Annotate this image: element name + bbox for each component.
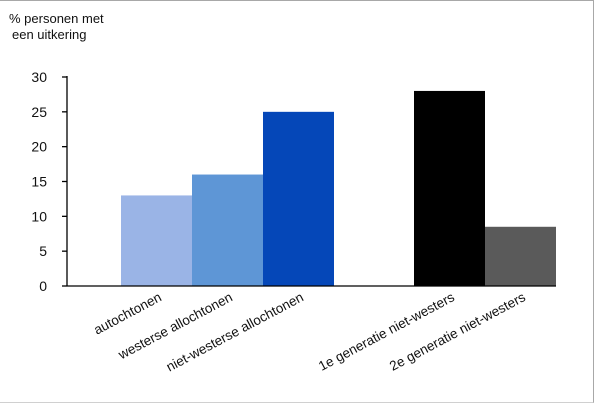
- y-ticks-layer: 0 5 10 15 20 25 30: [31, 69, 67, 294]
- x-tick-label-westerse-allochtonen: westerse allochtonen: [115, 289, 235, 362]
- y-tick-label-15: 15: [31, 174, 47, 190]
- y-tick-label-10: 10: [31, 208, 47, 224]
- bar-1e-generatie-niet-westers: [414, 90, 485, 286]
- bars-layer: [121, 90, 556, 286]
- y-tick-label-25: 25: [31, 104, 47, 120]
- y-tick-label-0: 0: [39, 278, 47, 294]
- y-tick-label-5: 5: [39, 243, 47, 259]
- bar-westerse-allochtonen: [192, 174, 263, 286]
- y-axis-label: % personen met een uitkering: [9, 11, 104, 43]
- y-tick-label-30: 30: [31, 69, 47, 85]
- y-axis-label-line-1: % personen met: [9, 11, 104, 26]
- bar-autochtonen: [121, 195, 192, 286]
- bar-niet-westerse-allochtonen: [263, 111, 334, 286]
- y-axis-label-line-2: een uitkering: [12, 27, 87, 42]
- y-tick-label-20: 20: [31, 139, 47, 155]
- x-tick-label-niet-westerse-allochtonen: niet-westerse allochtonen: [164, 289, 306, 374]
- x-tick-label-2e-generatie-niet-westers: 2e generatie niet-westers: [387, 289, 528, 374]
- bar-2e-generatie-niet-westers: [485, 226, 556, 286]
